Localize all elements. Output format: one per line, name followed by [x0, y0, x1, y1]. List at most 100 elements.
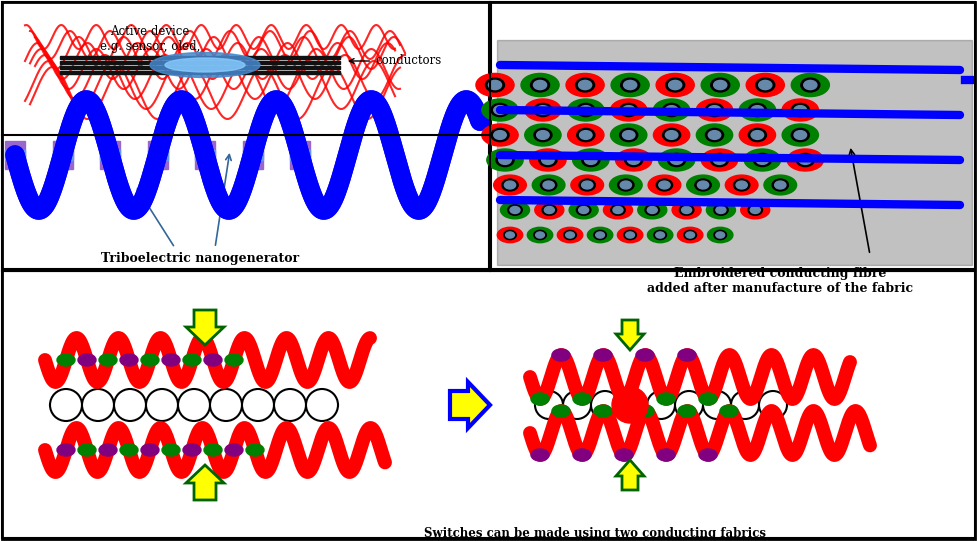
Ellipse shape	[544, 207, 554, 214]
Circle shape	[242, 389, 274, 421]
Ellipse shape	[120, 444, 138, 456]
Ellipse shape	[579, 130, 592, 140]
Ellipse shape	[120, 354, 138, 366]
Circle shape	[591, 391, 619, 419]
Ellipse shape	[662, 103, 681, 117]
Ellipse shape	[699, 393, 717, 405]
Ellipse shape	[725, 175, 758, 195]
Ellipse shape	[162, 444, 180, 456]
Ellipse shape	[748, 103, 767, 117]
Bar	[242, 150, 263, 160]
Circle shape	[619, 391, 647, 419]
Ellipse shape	[695, 179, 711, 191]
Ellipse shape	[662, 128, 681, 142]
Ellipse shape	[531, 393, 549, 405]
Ellipse shape	[624, 154, 643, 167]
Bar	[491, 2, 975, 269]
Ellipse shape	[568, 99, 604, 121]
Bar	[60, 65, 340, 69]
Ellipse shape	[581, 181, 593, 189]
Ellipse shape	[665, 130, 678, 140]
Ellipse shape	[539, 154, 557, 167]
Ellipse shape	[705, 103, 724, 117]
Ellipse shape	[482, 99, 518, 121]
Ellipse shape	[533, 81, 546, 90]
Ellipse shape	[534, 201, 564, 219]
Ellipse shape	[657, 393, 675, 405]
Ellipse shape	[764, 175, 796, 195]
Ellipse shape	[566, 232, 574, 238]
Bar	[53, 150, 72, 160]
Ellipse shape	[557, 227, 582, 243]
Circle shape	[759, 391, 787, 419]
Ellipse shape	[748, 204, 762, 215]
Ellipse shape	[682, 207, 692, 214]
Circle shape	[675, 391, 703, 419]
Ellipse shape	[525, 124, 561, 146]
Ellipse shape	[645, 204, 659, 215]
Ellipse shape	[510, 207, 520, 214]
Circle shape	[274, 389, 306, 421]
Ellipse shape	[756, 156, 769, 164]
Bar	[148, 141, 167, 169]
Ellipse shape	[610, 175, 642, 195]
Ellipse shape	[578, 207, 589, 214]
Ellipse shape	[493, 105, 506, 114]
Ellipse shape	[622, 105, 635, 114]
Ellipse shape	[753, 154, 772, 167]
Ellipse shape	[204, 444, 222, 456]
Ellipse shape	[573, 149, 609, 171]
Ellipse shape	[531, 449, 549, 461]
Ellipse shape	[799, 156, 812, 164]
Ellipse shape	[579, 179, 595, 191]
Ellipse shape	[99, 354, 117, 366]
Ellipse shape	[756, 78, 775, 92]
Ellipse shape	[615, 393, 633, 405]
Ellipse shape	[573, 393, 591, 405]
FancyArrow shape	[186, 465, 224, 500]
Ellipse shape	[620, 181, 631, 189]
Ellipse shape	[710, 78, 730, 92]
Ellipse shape	[611, 99, 647, 121]
Ellipse shape	[506, 232, 514, 238]
Ellipse shape	[791, 103, 809, 117]
Ellipse shape	[678, 405, 696, 417]
Ellipse shape	[658, 181, 670, 189]
Ellipse shape	[500, 201, 530, 219]
Ellipse shape	[648, 207, 658, 214]
Circle shape	[612, 387, 648, 423]
Ellipse shape	[627, 156, 640, 164]
Ellipse shape	[751, 105, 764, 114]
Ellipse shape	[570, 201, 598, 219]
Bar	[497, 40, 972, 265]
Ellipse shape	[734, 179, 749, 191]
Ellipse shape	[657, 449, 675, 461]
Ellipse shape	[708, 105, 721, 114]
Ellipse shape	[531, 78, 550, 92]
Ellipse shape	[535, 232, 544, 238]
Ellipse shape	[488, 81, 501, 90]
Ellipse shape	[564, 230, 576, 240]
Ellipse shape	[622, 130, 635, 140]
Circle shape	[535, 391, 563, 419]
Bar	[2, 2, 489, 269]
Ellipse shape	[150, 52, 260, 77]
Bar	[100, 141, 120, 169]
Circle shape	[563, 391, 591, 419]
Ellipse shape	[748, 128, 767, 142]
Circle shape	[731, 391, 759, 419]
Ellipse shape	[791, 128, 809, 142]
Bar	[5, 141, 25, 169]
Ellipse shape	[619, 103, 638, 117]
Ellipse shape	[736, 181, 747, 189]
Ellipse shape	[536, 130, 549, 140]
Ellipse shape	[665, 78, 685, 92]
Circle shape	[82, 389, 114, 421]
Ellipse shape	[638, 201, 666, 219]
Ellipse shape	[476, 74, 514, 96]
Ellipse shape	[525, 99, 561, 121]
Ellipse shape	[508, 204, 523, 215]
Circle shape	[306, 389, 338, 421]
Ellipse shape	[744, 149, 781, 171]
Text: Active device
e.g. sensor, oled,: Active device e.g. sensor, oled,	[100, 25, 201, 75]
